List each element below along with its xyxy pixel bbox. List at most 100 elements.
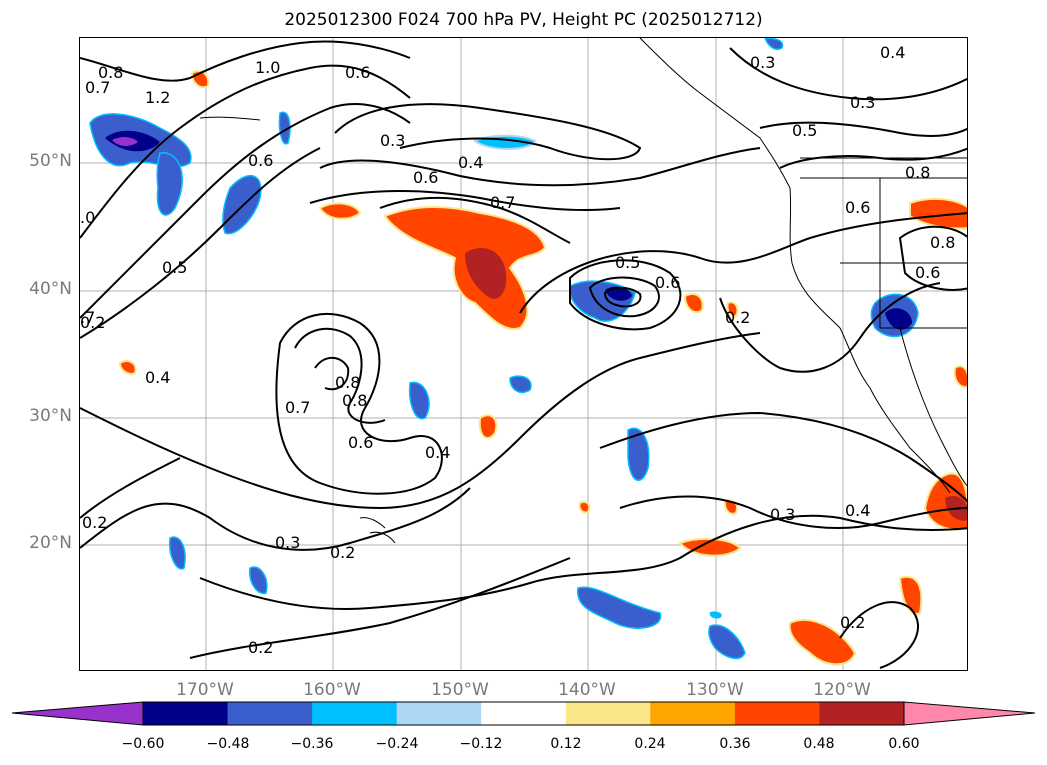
colorbar-segment-7 xyxy=(650,702,736,725)
pv-blob-top xyxy=(764,38,784,50)
lon-label-160w: 160°W xyxy=(303,680,361,700)
chart-title: 2025012300 F024 700 hPa PV, Height PC (2… xyxy=(284,10,763,30)
contour-line-14 xyxy=(619,495,967,529)
contour-label-9: 0.6 xyxy=(413,168,438,187)
graticule xyxy=(80,38,967,670)
contour-label-20: 0.6 xyxy=(915,263,940,282)
pv-blob-red-core xyxy=(465,248,507,299)
aleutians xyxy=(199,116,261,121)
pv-blob-ca-core xyxy=(885,308,912,330)
contour-label-15: 0.3 xyxy=(750,53,775,72)
contour-label-16: 0.4 xyxy=(880,43,905,62)
pv-blob-s1 xyxy=(577,586,662,629)
contour-line-19 xyxy=(759,121,967,137)
contour-label-26: 0.4 xyxy=(425,443,450,462)
contour-line-12 xyxy=(199,514,967,610)
contour-line-5 xyxy=(334,103,642,161)
contour-label-5: 0.6 xyxy=(248,151,273,170)
contour-label-27: 0.4 xyxy=(145,368,170,387)
contour-line-11 xyxy=(80,487,471,551)
pv-blob-red-c xyxy=(478,414,498,439)
contour-label-8: 0.4 xyxy=(458,153,483,172)
contour-label-31: 0.3 xyxy=(275,533,300,552)
pv-blob-w xyxy=(156,152,183,216)
pv-blob-cent xyxy=(408,381,430,420)
pv-blob-red-w xyxy=(318,202,362,220)
contour-line-9 xyxy=(519,212,967,314)
contour-label-22: 0.2 xyxy=(725,308,750,327)
pv-blob-red-s5 xyxy=(578,501,591,514)
contour-line-20 xyxy=(729,47,967,101)
contour-label-11: 0.5 xyxy=(615,253,640,272)
colorbar-tick-7: 0.24 xyxy=(634,736,666,752)
contour-line-3 xyxy=(80,102,411,319)
contour-label-17: 0.6 xyxy=(845,198,870,217)
contour-line-10 xyxy=(80,332,761,510)
contour-line-15 xyxy=(189,557,571,659)
contour-label-18: 0.8 xyxy=(905,163,930,182)
pv-blob-sw2 xyxy=(249,566,268,595)
colorbar-tick-9: 0.48 xyxy=(803,736,835,752)
lon-label-170w: 170°W xyxy=(176,680,234,700)
contour-label-6: 0.6 xyxy=(345,63,370,82)
contour-label-29: 0.2 xyxy=(330,543,355,562)
contour-label-7: 0.3 xyxy=(380,131,405,150)
pv-blob-red-e xyxy=(953,365,967,388)
contour-label-14: 0.5 xyxy=(792,121,817,140)
baja xyxy=(899,327,967,487)
contour-low-3 xyxy=(603,286,642,308)
pv-blob-red-far-w xyxy=(118,360,137,375)
west-coast xyxy=(639,38,951,494)
colorbar-tick-10: 0.60 xyxy=(888,736,920,752)
pv-blob-red-s4 xyxy=(788,618,857,666)
pv-blob-red-c3 xyxy=(726,301,739,318)
borders-1 xyxy=(800,157,967,179)
lat-label-50n: 50°N xyxy=(29,151,72,171)
colorbar-tick-1: −0.60 xyxy=(121,736,165,752)
contour-label-13: 0.3 xyxy=(850,93,875,112)
contour-label-30: 0.2 xyxy=(248,638,273,657)
pv-blob-nw-min xyxy=(112,137,138,146)
contour-ne-loop xyxy=(898,225,967,291)
contour-line-17 xyxy=(719,282,941,373)
contour-high-c1 xyxy=(275,312,443,495)
contour-line-7 xyxy=(309,190,621,211)
lon-label-150w: 150°W xyxy=(431,680,489,700)
pv-blob-red-s3 xyxy=(898,575,923,615)
contour-label-37: .0 xyxy=(80,208,95,227)
contour-high-c3 xyxy=(314,356,350,391)
contour-label-4: 1.2 xyxy=(145,88,170,107)
contour-line-16 xyxy=(839,601,920,669)
hawaii xyxy=(359,517,396,544)
colorbar-segment-3 xyxy=(312,702,398,725)
contour-label-35: 0.2 xyxy=(80,313,105,332)
lat-label-40n: 40°N xyxy=(29,279,72,299)
colorbar-segment-4 xyxy=(396,702,482,725)
contour-line-2 xyxy=(80,64,411,239)
state-borders xyxy=(840,178,967,329)
negative-pv-areas xyxy=(89,38,919,660)
colorbar-segment-8 xyxy=(734,702,820,725)
contour-label-12: 0.6 xyxy=(655,273,680,292)
pv-blob-red-s1 xyxy=(678,537,742,557)
colorbar-segment-over xyxy=(904,702,1035,725)
colorbar-tick-6: 0.12 xyxy=(550,736,582,752)
contour-line-8 xyxy=(379,196,571,244)
contour-label-24: 0.8 xyxy=(342,391,367,410)
contour-label-23: 0.7 xyxy=(285,398,310,417)
contour-label-38: 0.5 xyxy=(162,258,187,277)
contour-label-21: 0.8 xyxy=(335,373,360,392)
contour-line-13 xyxy=(599,411,967,503)
pv-blob-s2 xyxy=(708,624,746,660)
pv-blob-c-south xyxy=(627,427,650,481)
coastlines xyxy=(199,38,967,544)
contour-line-21 xyxy=(80,457,181,519)
pv-blob-thin xyxy=(278,111,291,145)
contour-low-2 xyxy=(588,276,660,318)
pv-blob-small-c xyxy=(509,375,532,394)
colorbar-tick-3: −0.36 xyxy=(290,736,334,752)
colorbar-segments xyxy=(12,702,1035,725)
contour-label-33: 0.2 xyxy=(840,613,865,632)
contour-label-36: .7 xyxy=(80,308,95,327)
colorbar-segment-2 xyxy=(227,702,313,725)
